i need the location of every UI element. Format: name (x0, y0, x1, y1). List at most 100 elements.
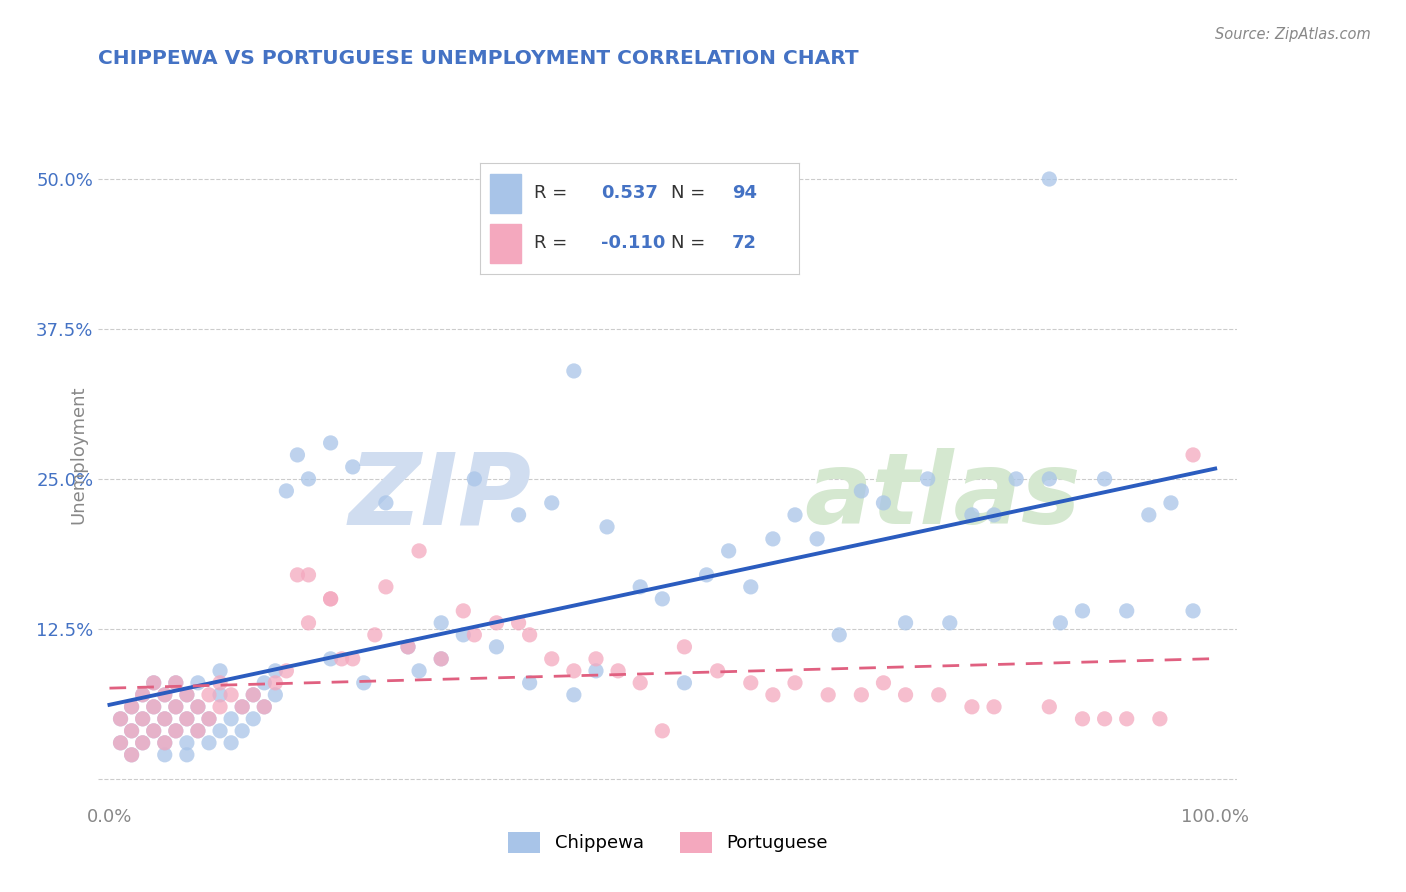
Point (131, 736, 153, 750)
Point (628, 580, 651, 594)
Point (121, 747, 143, 762)
Point (110, 736, 132, 750)
Point (1115, 604, 1137, 618)
Point (242, 688, 264, 702)
Point (1049, 615, 1071, 630)
Point (1071, 604, 1094, 618)
Point (917, 472, 939, 486)
Point (562, 688, 585, 702)
Point (165, 699, 187, 714)
Point (828, 628, 851, 642)
Point (651, 723, 673, 738)
Point (562, 364, 585, 378)
Point (894, 615, 917, 630)
Point (485, 640, 508, 654)
Point (242, 712, 264, 726)
Text: Source: ZipAtlas.com: Source: ZipAtlas.com (1215, 27, 1371, 42)
Point (408, 544, 430, 558)
Point (142, 699, 165, 714)
Text: -0.110: -0.110 (602, 234, 665, 252)
Point (342, 652, 364, 666)
Point (131, 736, 153, 750)
Point (110, 712, 132, 726)
Point (374, 496, 396, 510)
Text: 72: 72 (733, 234, 756, 252)
Point (276, 483, 298, 498)
Point (176, 736, 198, 750)
Point (928, 688, 950, 702)
Point (219, 688, 242, 702)
Point (696, 567, 718, 582)
Point (121, 723, 143, 738)
Point (176, 688, 198, 702)
Point (176, 688, 198, 702)
Legend: Chippewa, Portuguese: Chippewa, Portuguese (501, 824, 835, 860)
Point (851, 483, 873, 498)
Point (131, 688, 153, 702)
Point (430, 615, 453, 630)
Point (319, 591, 342, 606)
Point (297, 472, 319, 486)
Point (165, 676, 187, 690)
Point (187, 723, 209, 738)
Point (131, 712, 153, 726)
Point (176, 712, 198, 726)
Point (153, 712, 176, 726)
Point (131, 688, 153, 702)
Point (463, 628, 485, 642)
Point (110, 736, 132, 750)
Point (960, 508, 983, 522)
Point (1071, 712, 1094, 726)
Point (540, 496, 562, 510)
Point (1137, 508, 1160, 522)
Point (1038, 472, 1060, 486)
Point (939, 615, 962, 630)
Point (396, 640, 419, 654)
Point (153, 736, 176, 750)
Point (628, 676, 651, 690)
Point (817, 688, 839, 702)
Point (142, 699, 165, 714)
Text: N =: N = (671, 184, 711, 202)
Point (1182, 448, 1205, 462)
Point (453, 604, 475, 618)
Point (540, 652, 562, 666)
Point (253, 676, 276, 690)
Point (153, 688, 176, 702)
Point (762, 688, 785, 702)
Point (153, 712, 176, 726)
Point (740, 580, 762, 594)
Point (1182, 604, 1205, 618)
Point (983, 508, 1005, 522)
Text: 94: 94 (733, 184, 756, 202)
Point (264, 688, 287, 702)
Point (485, 615, 508, 630)
Point (231, 699, 253, 714)
Point (1094, 472, 1116, 486)
Point (219, 736, 242, 750)
Point (607, 664, 630, 678)
Point (209, 676, 232, 690)
Point (364, 628, 387, 642)
Point (762, 532, 785, 546)
Point (165, 723, 187, 738)
Point (585, 664, 607, 678)
Point (1038, 172, 1060, 186)
Point (519, 676, 541, 690)
Point (276, 664, 298, 678)
Point (231, 699, 253, 714)
Point (783, 676, 806, 690)
Point (153, 688, 176, 702)
Point (453, 628, 475, 642)
Point (508, 615, 530, 630)
Point (198, 712, 221, 726)
Point (176, 747, 198, 762)
Text: R =: R = (534, 234, 574, 252)
Point (960, 699, 983, 714)
Point (319, 436, 342, 450)
Point (198, 712, 221, 726)
Point (231, 723, 253, 738)
Point (142, 723, 165, 738)
Point (1038, 699, 1060, 714)
Point (319, 652, 342, 666)
